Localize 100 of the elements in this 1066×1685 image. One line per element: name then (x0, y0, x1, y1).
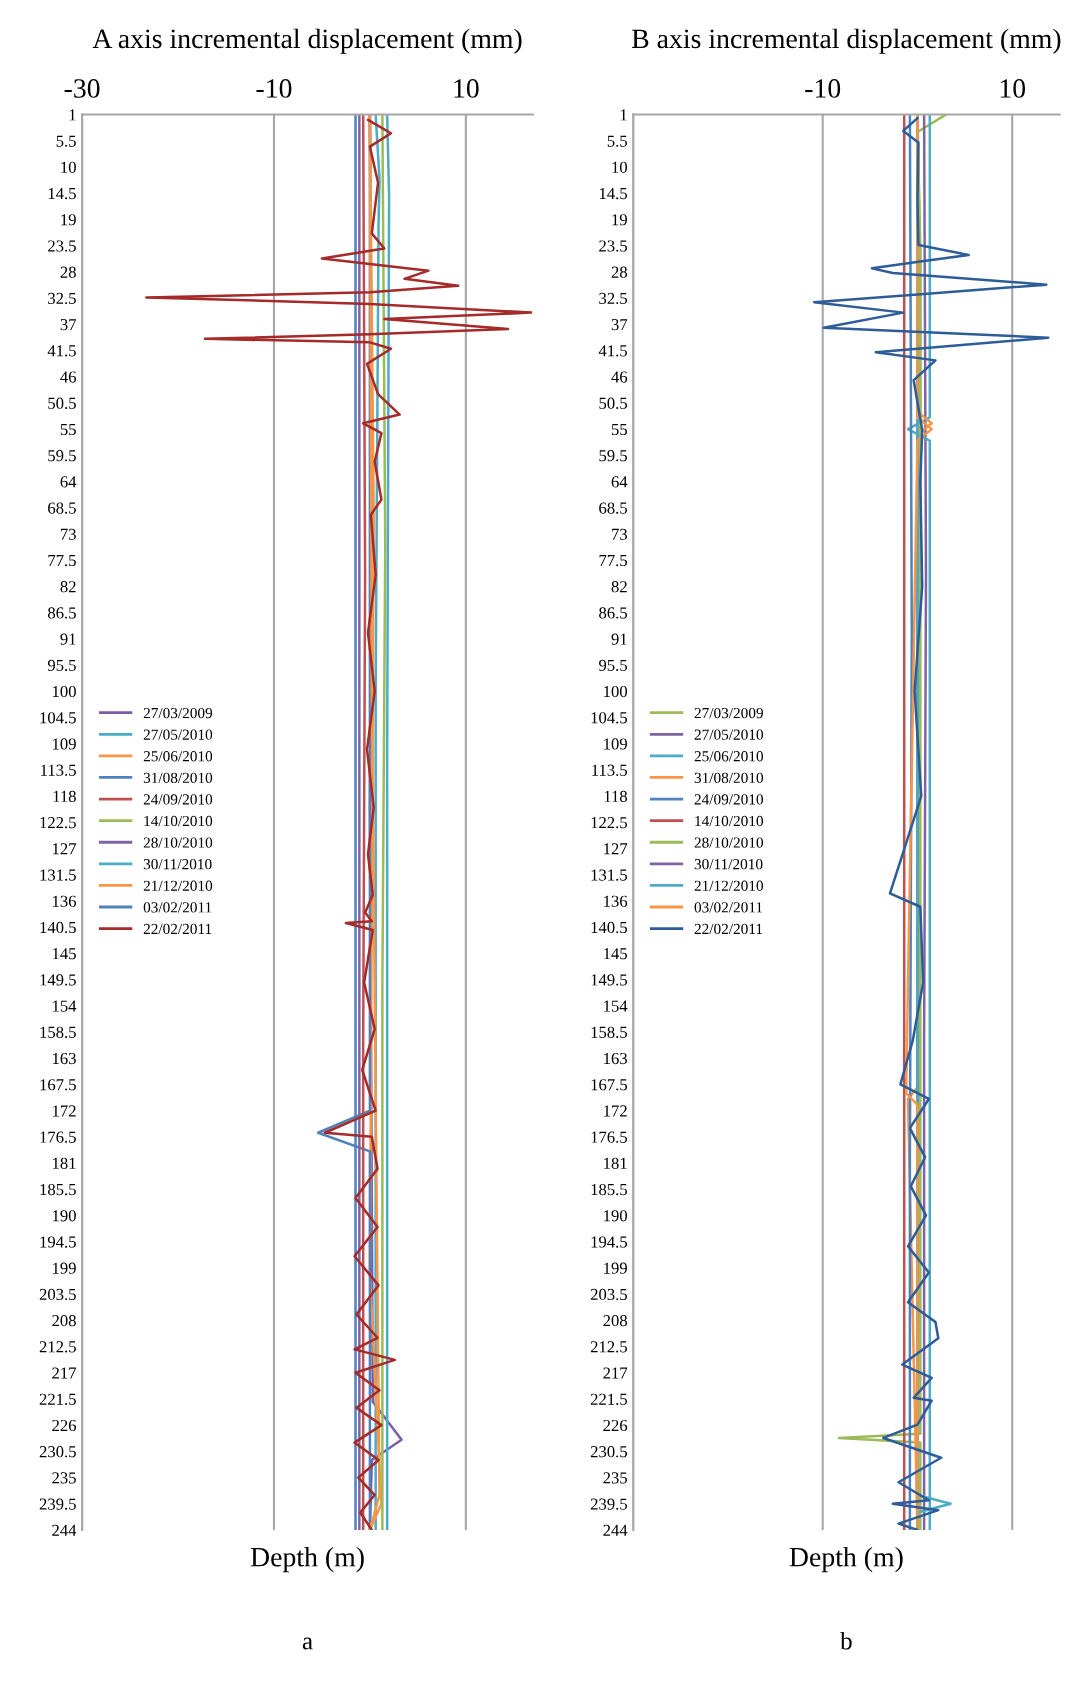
legend-label: 31/08/2010 (694, 772, 764, 783)
legend-label: 25/06/2010 (694, 751, 764, 762)
y-tick-label: 46 (611, 371, 628, 383)
y-tick-label: 226 (52, 1419, 77, 1432)
y-tick-label: 86.5 (599, 607, 627, 619)
x-tick-label: 10 (1000, 79, 1026, 98)
legend-label: 28/10/2010 (694, 837, 764, 848)
y-tick-label: 172 (604, 1105, 627, 1117)
y-tick-label: 158.5 (591, 1026, 627, 1038)
y-tick-label: 235 (603, 1472, 627, 1484)
y-tick-label: 46 (60, 371, 77, 383)
y-tick-label: 5.5 (607, 135, 627, 147)
y-tick-label: 217 (52, 1367, 77, 1379)
y-tick-label: 91 (60, 633, 76, 645)
y-tick-label: 208 (52, 1314, 76, 1327)
legend-label: 27/03/2009 (143, 707, 213, 719)
y-tick-label: 140.5 (40, 921, 76, 934)
y-tick-label: 59.5 (48, 450, 76, 462)
legend-label: 03/02/2011 (694, 902, 763, 913)
y-tick-label: 59.5 (599, 450, 627, 462)
y-tick-label: 50.5 (48, 397, 76, 409)
y-tick-label: 212.5 (39, 1341, 76, 1353)
y-tick-label: 64 (611, 476, 628, 488)
y-tick-label: 194.5 (591, 1236, 627, 1248)
legend-label: 27/05/2010 (143, 729, 213, 740)
y-tick-label: 163 (604, 1052, 627, 1065)
y-tick-label: 208 (603, 1314, 628, 1327)
y-tick-label: 118 (53, 790, 76, 803)
y-tick-label: 190 (52, 1210, 76, 1222)
y-tick-label: 244 (52, 1524, 77, 1536)
legend-label: 14/10/2010 (695, 815, 764, 827)
legend-label: 30/11/2010 (143, 859, 212, 870)
y-tick-label: 235 (52, 1472, 76, 1484)
y-tick-label: 73 (612, 528, 627, 540)
legend-label: 28/10/2010 (143, 837, 213, 848)
y-tick-label: 131.5 (40, 869, 76, 881)
y-tick-label: 158.5 (40, 1026, 76, 1038)
y-tick-label: 82 (611, 581, 627, 593)
y-tick-label: 167.5 (591, 1079, 627, 1091)
y-tick-label: 1 (69, 109, 76, 121)
y-tick-label: 154 (604, 1000, 628, 1012)
y-tick-label: 221.5 (39, 1393, 76, 1405)
y-tick-label: 5.5 (56, 135, 76, 147)
y-tick-label: 185.5 (40, 1183, 76, 1196)
y-tick-label: 239.5 (590, 1498, 627, 1510)
y-tick-label: 109 (604, 738, 627, 750)
y-tick-label: 239.5 (39, 1498, 76, 1510)
y-tick-label: 176.5 (40, 1131, 76, 1143)
y-tick-label: 194.5 (40, 1236, 76, 1248)
y-tick-label: 19 (61, 214, 76, 226)
y-tick-label: 122.5 (40, 817, 76, 829)
y-tick-label: 1 (620, 109, 627, 121)
y-tick-label: 37 (611, 319, 628, 331)
y-tick-label: 95.5 (47, 659, 76, 672)
x-tick-label: -30 (64, 79, 100, 98)
legend-label: 27/03/2009 (694, 707, 763, 719)
y-tick-label: 203.5 (590, 1288, 627, 1301)
legend-label: 27/05/2010 (694, 729, 764, 740)
y-tick-label: 181 (52, 1157, 76, 1169)
legend-label: 21/12/2010 (694, 880, 764, 891)
y-tick-label: 68.5 (599, 502, 627, 514)
y-tick-label: 176.5 (591, 1131, 627, 1143)
y-tick-label: 55 (60, 423, 76, 436)
x-tick-label: -10 (805, 79, 841, 98)
y-tick-label: 82 (60, 581, 76, 593)
y-tick-label: 64 (60, 476, 77, 488)
legend-label: 25/06/2010 (143, 751, 213, 762)
chart-title: B axis incremental displacement (mm) (631, 28, 1061, 54)
y-tick-label: 230.5 (590, 1446, 627, 1458)
legend-label: 03/02/2011 (143, 902, 212, 913)
legend-label: 14/10/2010 (144, 815, 213, 827)
y-tick-label: 28 (60, 266, 76, 278)
y-tick-label: 23.5 (48, 240, 76, 252)
y-tick-label: 10 (61, 161, 76, 173)
y-tick-label: 32.5 (48, 292, 76, 305)
text: b (840, 1631, 852, 1650)
y-tick-label: 149.5 (40, 974, 76, 986)
y-tick-label: 104.5 (40, 712, 76, 724)
y-tick-label: 104.5 (591, 712, 627, 724)
y-tick-label: 37 (60, 319, 77, 331)
y-tick-label: 217 (603, 1367, 628, 1379)
y-tick-label: 172 (52, 1105, 76, 1117)
legend-label: 24/09/2010 (143, 794, 213, 805)
y-tick-label: 149.5 (591, 974, 627, 986)
legend-label: 22/02/2011 (143, 923, 212, 935)
legend-label: 31/08/2010 (143, 772, 213, 783)
y-tick-label: 113.5 (592, 764, 627, 776)
y-tick-label: 41.5 (598, 345, 627, 357)
x-tick-label: -10 (256, 79, 292, 98)
y-tick-label: 122.5 (591, 817, 627, 829)
y-tick-label: 230.5 (39, 1446, 76, 1458)
y-tick-label: 91 (611, 633, 627, 645)
y-tick-label: 86.5 (48, 607, 76, 619)
legend-label: 21/12/2010 (143, 880, 213, 891)
y-tick-label: 95.5 (599, 659, 627, 672)
legend-label: 22/02/2011 (694, 923, 763, 935)
y-tick-label: 221.5 (590, 1393, 627, 1405)
y-tick-label: 136 (604, 895, 628, 907)
y-tick-label: 109 (52, 738, 76, 750)
y-tick-label: 163 (52, 1052, 76, 1065)
